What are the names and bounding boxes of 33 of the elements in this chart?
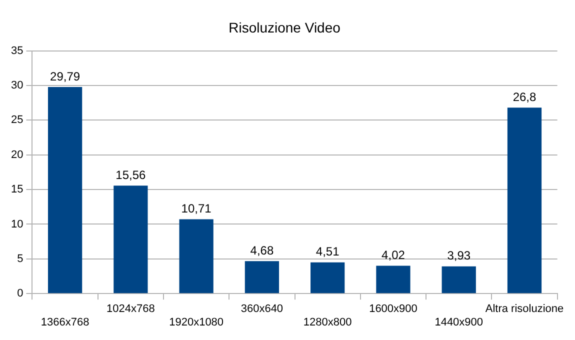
bar: [114, 186, 148, 294]
y-tick-label: 30: [10, 80, 24, 92]
data-label: 4,51: [316, 244, 340, 259]
x-tick-label: 1600x900: [369, 303, 418, 316]
data-label: 15,56: [116, 168, 146, 182]
y-tick-label: 15: [10, 184, 24, 196]
data-label: 4,68: [250, 243, 274, 258]
y-tick-label: 35: [10, 44, 24, 57]
bar: [310, 262, 345, 294]
data-label: 26,8: [512, 90, 536, 104]
x-tick-label: 1024x768: [106, 303, 155, 316]
bar: [179, 219, 214, 294]
y-tick-label: 10: [10, 218, 24, 230]
x-tick-label: 1366x768: [40, 316, 90, 328]
data-label: 4,02: [382, 248, 406, 262]
y-tick-label: 5: [17, 252, 24, 265]
bar: [507, 108, 542, 294]
x-tick-label: 360x640: [240, 303, 284, 316]
y-tick-label: 20: [10, 148, 24, 161]
data-label: 3,93: [447, 248, 471, 263]
y-tick-label: 0: [17, 288, 24, 300]
x-tick-label: Altra risoluzione: [485, 303, 564, 316]
bar: [48, 86, 82, 294]
x-tick-label: 1920x1080: [169, 316, 224, 328]
y-tick-label: 25: [10, 114, 24, 126]
data-label: 10,71: [181, 202, 212, 216]
data-label: 29,79: [50, 69, 80, 84]
x-tick-label: 1280x800: [303, 316, 352, 328]
chart-title: Risoluzione Video: [228, 19, 341, 36]
bar: [442, 266, 476, 294]
x-tick-label: 1440x900: [434, 316, 484, 328]
bar: [376, 266, 410, 294]
bar: [244, 261, 280, 294]
